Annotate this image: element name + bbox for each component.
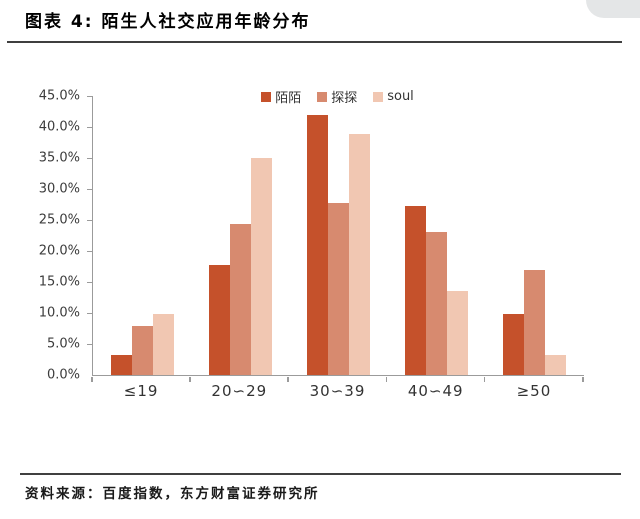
bar-soul-0 — [152, 314, 174, 375]
title-divider — [7, 41, 622, 43]
bar-group-1 — [191, 96, 289, 375]
legend-label-tantan: 探探 — [331, 91, 358, 106]
bar-momo-1 — [208, 264, 230, 375]
x-tick-label-3: 40∽49 — [407, 382, 464, 400]
source-note: 资料来源：百度指数，东方财富证券研究所 — [25, 486, 320, 502]
bar-group-0 — [93, 96, 191, 375]
bar-soul-1 — [250, 158, 272, 375]
legend-swatch-momo — [261, 91, 272, 102]
y-tick-label: 30.0% — [38, 181, 80, 197]
y-tick-label: 0.0% — [46, 367, 80, 383]
y-tick-mark — [87, 157, 92, 159]
x-tick-label-1: 20∽29 — [211, 382, 268, 400]
bar-momo-3 — [405, 205, 427, 375]
y-tick-label: 5.0% — [46, 336, 80, 352]
chart-legend: 陌陌 探探 soul — [92, 87, 583, 106]
y-tick-mark — [87, 188, 92, 191]
y-tick-label: 15.0% — [38, 274, 80, 290]
footer-divider — [20, 473, 621, 475]
x-tick-label-4: ≥50 — [516, 382, 552, 400]
page-corner-decoration — [586, 0, 640, 18]
figure-title: 图表 4: 陌生人社交应用年龄分布 — [25, 12, 311, 32]
legend-item-tantan: 探探 — [317, 87, 357, 106]
age-distribution-bar-chart: 陌陌 探探 soul 0.0% 5.0% 10.0% 15.0% 20.0% 25.0% 30.… — [0, 85, 640, 407]
y-tick-label: 20.0% — [38, 243, 80, 259]
y-axis: 0.0% 5.0% 10.0% 15.0% 20.0% 25.0% 30.0% 35.0% 40… — [0, 89, 92, 383]
legend-item-soul: soul — [373, 87, 414, 106]
legend-swatch-tantan — [317, 91, 328, 102]
bar-tantan-3 — [426, 232, 448, 375]
bar-momo-4 — [503, 313, 525, 375]
y-tick-mark — [87, 126, 92, 129]
plot-area — [92, 96, 584, 376]
bar-soul-2 — [349, 134, 370, 375]
y-tick-mark — [87, 343, 92, 346]
y-tick-mark — [87, 281, 92, 284]
bar-tantan-0 — [131, 326, 153, 375]
bar-soul-3 — [447, 290, 469, 375]
y-tick-label: 10.0% — [38, 305, 80, 321]
y-tick-label: 35.0% — [38, 150, 80, 166]
x-axis-labels: ≤19 20∽29 30∽39 40∽49 ≥50 — [92, 382, 583, 400]
bar-group-4 — [486, 96, 584, 375]
bar-group-2 — [289, 96, 387, 375]
x-tick-label-0: ≤19 — [123, 382, 159, 400]
bar-soul-4 — [545, 355, 567, 375]
y-tick-mark — [87, 312, 92, 315]
y-tick-mark — [87, 219, 92, 221]
legend-swatch-soul — [373, 91, 384, 102]
y-tick-mark — [87, 95, 92, 97]
bar-group-3 — [388, 96, 486, 375]
legend-label-momo: 陌陌 — [275, 91, 302, 106]
y-tick-label: 40.0% — [38, 119, 80, 135]
bar-momo-0 — [110, 355, 132, 375]
y-tick-label: 45.0% — [38, 88, 80, 104]
bar-tantan-4 — [524, 270, 546, 375]
legend-item-momo: 陌陌 — [261, 87, 301, 106]
y-tick-label: 25.0% — [38, 212, 80, 228]
bar-momo-2 — [307, 114, 328, 375]
y-tick-mark — [87, 250, 92, 253]
bar-tantan-2 — [328, 202, 349, 375]
bar-tantan-1 — [229, 223, 251, 375]
legend-label-soul: soul — [387, 89, 414, 104]
x-tick-label-2: 30∽39 — [309, 382, 366, 400]
